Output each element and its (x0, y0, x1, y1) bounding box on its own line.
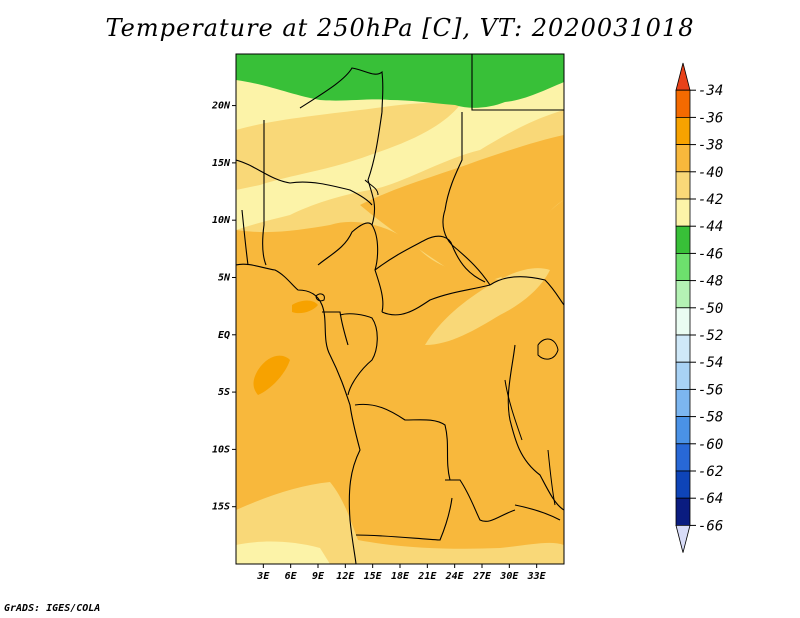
colorbar-swatch (675, 171, 691, 200)
lon-tick-label: 18E (391, 571, 410, 582)
colorbar-label: -46 (698, 246, 723, 262)
colorbar-swatch (675, 470, 691, 499)
colorbar-label: -36 (698, 110, 723, 126)
colorbar-label: -62 (698, 464, 723, 480)
longitude-axis: 3E 6E 9E 12E 15E 18E 21E 24E 27E 30E 33E (256, 564, 547, 582)
lon-tick-label: 15E (364, 571, 383, 582)
lon-tick-label: 24E (445, 571, 465, 582)
lon-tick-label: 27E (472, 571, 492, 582)
colorbar-swatch (675, 443, 691, 472)
colorbar-label: -42 (698, 192, 723, 208)
border-drc-north (381, 284, 491, 316)
coastline-west-africa (236, 263, 361, 564)
colorbar-top-triangle (675, 62, 691, 91)
colorbar-swatch (675, 334, 691, 363)
border-benin-togo (241, 209, 249, 266)
lat-tick-label: 15N (212, 158, 231, 169)
border-chad-sudan (442, 112, 491, 286)
lon-tick-label: 6E (285, 571, 298, 582)
colorbar-label: -52 (698, 328, 723, 344)
colorbar-label: -40 (698, 165, 723, 181)
lat-tick-label: 10S (212, 444, 230, 455)
colorbar-label: -64 (698, 491, 723, 507)
border-libya-egypt (471, 54, 564, 111)
colorbar-label: -66 (698, 518, 723, 534)
temperature-field (236, 54, 564, 564)
colorbar-label: -54 (698, 355, 723, 371)
lat-tick-label: 20N (211, 101, 231, 112)
colorbar-swatch (675, 252, 691, 281)
border-angola-namibia (355, 497, 453, 541)
border-angola-zambia (445, 479, 516, 522)
border-congo (339, 313, 378, 396)
colorbar-bottom-triangle (675, 525, 691, 553)
lat-tick-label: 5S (218, 387, 230, 398)
colorbar-label: -56 (698, 382, 723, 398)
border-nigeria-west (262, 120, 267, 266)
border-mali-niger (236, 159, 373, 206)
field-band-minus44 (236, 54, 564, 108)
border-nigeria-cameroon (317, 222, 384, 313)
colorbar-label: -34 (698, 83, 723, 99)
field-patch-minus36-b (292, 300, 318, 314)
field-patch-minus38-northeast (360, 135, 564, 282)
island-bioko (315, 293, 325, 302)
colorbar-swatch (675, 117, 691, 146)
lake-victoria (537, 338, 559, 360)
country-borders (236, 54, 564, 564)
colorbar-label: -50 (698, 301, 723, 317)
colorbar-swatch (675, 198, 691, 227)
colorbar-swatch (675, 144, 691, 173)
lon-tick-label: 3E (256, 571, 270, 582)
lakes (315, 179, 559, 506)
colorbar-swatch (675, 497, 691, 526)
lat-tick-label: EQ (218, 330, 230, 341)
lake-tanganyika (504, 379, 523, 441)
colorbar-label: -38 (698, 138, 723, 154)
border-sudan-south (489, 276, 564, 306)
lon-tick-label: 30E (499, 571, 519, 582)
lake-chad (364, 179, 379, 196)
field-band-minus40-south (236, 482, 564, 564)
border-algeria-libya (299, 67, 384, 113)
border-gabon (322, 311, 349, 346)
latitude-axis: 20N 15N 10N 5N EQ 5S 10S 15S (211, 101, 236, 513)
colorbar-label: -44 (698, 219, 723, 235)
colorbar-swatch (675, 89, 691, 118)
colorbar-label: -48 (698, 274, 723, 290)
border-tanzania-mozambique (514, 504, 561, 521)
lat-tick-label: 15S (212, 502, 230, 513)
colorbar-label: -60 (698, 437, 723, 453)
colorbar: -34 -36 -38 -40 -42 -44 -46 -48 -50 -52 -54 -56 -58 -… (675, 62, 723, 553)
border-niger-chad (367, 111, 383, 226)
lon-tick-label: 12E (336, 571, 355, 582)
field-patch-minus36-a (253, 355, 290, 395)
colorbar-swatch (675, 307, 691, 336)
colorbar-swatch (675, 280, 691, 309)
field-band-minus42-south (236, 541, 330, 564)
lat-tick-label: 10N (212, 215, 231, 226)
colorbar-swatch (675, 388, 691, 417)
border-drc-angola (354, 403, 451, 481)
border-car (374, 235, 486, 283)
colorbar-swatch (675, 416, 691, 445)
lon-tick-label: 21E (417, 571, 437, 582)
colorbar-swatch (675, 361, 691, 390)
field-patch-minus40-a (236, 102, 460, 190)
colorbar-swatch (675, 225, 691, 254)
credit-label: GrADS: IGES/COLA (4, 603, 101, 614)
lon-tick-label: 9E (312, 571, 325, 582)
colorbar-label: -58 (698, 410, 723, 426)
lake-malawi (547, 449, 556, 506)
lon-tick-label: 33E (527, 571, 547, 582)
lat-tick-label: 5N (218, 272, 231, 283)
border-east-africa (507, 344, 564, 511)
chart-title: Temperature at 250hPa [C], VT: 202003101… (105, 14, 695, 42)
field-patch-minus40-tongue (425, 268, 550, 345)
